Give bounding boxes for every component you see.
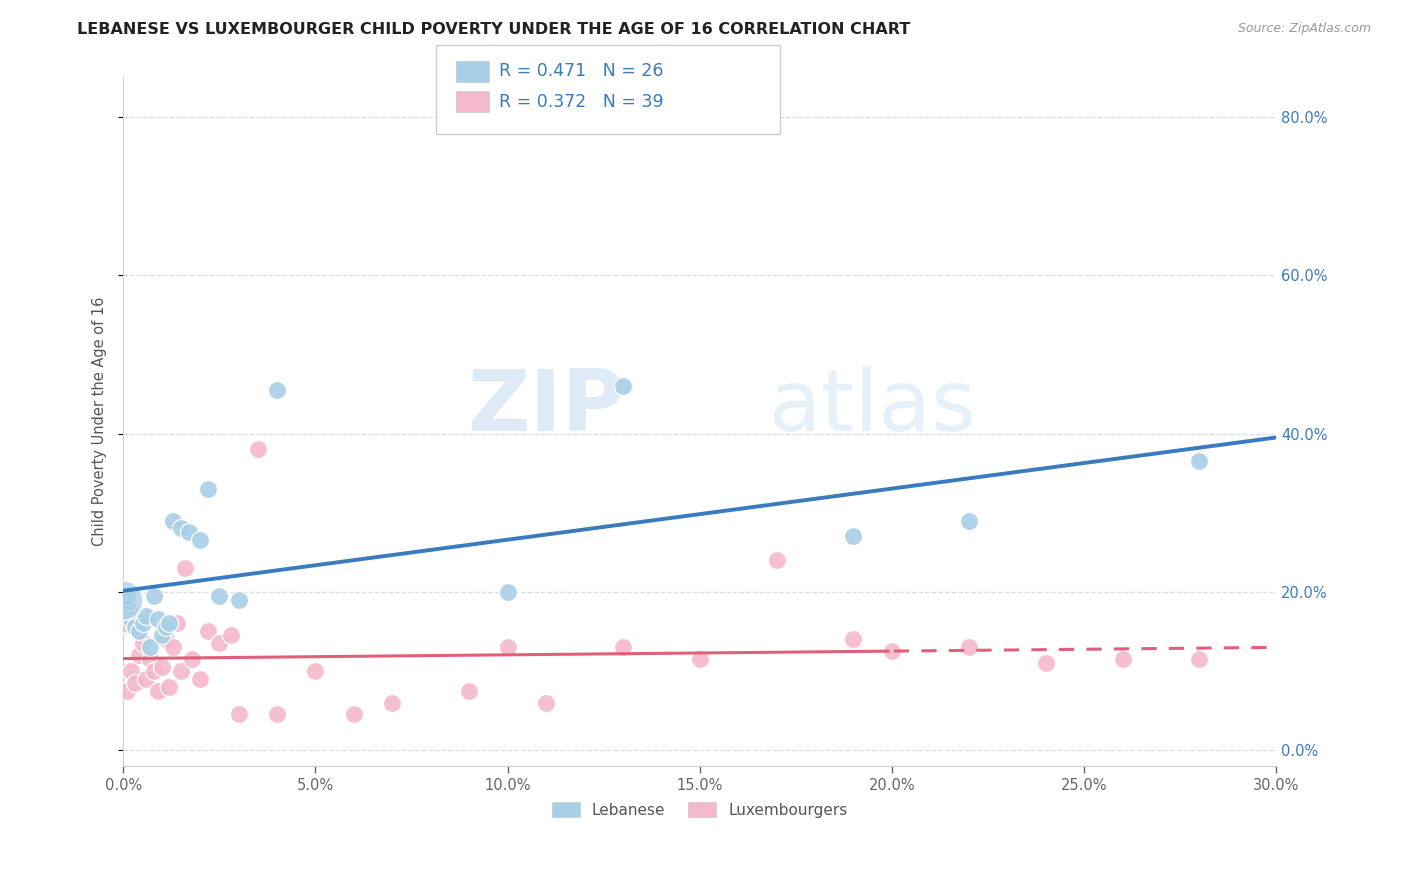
Point	[170, 521, 193, 535]
Text: ZIP: ZIP	[467, 367, 624, 450]
Point	[115, 589, 138, 603]
Point	[120, 612, 142, 626]
Point	[177, 525, 200, 540]
Point	[842, 632, 865, 647]
Point	[128, 624, 150, 639]
Point	[115, 683, 138, 698]
Point	[162, 514, 184, 528]
Point	[343, 707, 366, 722]
Point	[157, 680, 180, 694]
Text: Source: ZipAtlas.com: Source: ZipAtlas.com	[1237, 22, 1371, 36]
Point	[157, 616, 180, 631]
Point	[689, 652, 711, 666]
Point	[246, 442, 269, 457]
Point	[155, 620, 177, 634]
Point	[208, 636, 231, 650]
Point	[1188, 652, 1211, 666]
Point	[128, 648, 150, 662]
Point	[173, 561, 195, 575]
Point	[304, 664, 326, 678]
Point	[219, 628, 242, 642]
Point	[143, 589, 166, 603]
Point	[112, 608, 135, 623]
Point	[150, 628, 173, 642]
Point	[181, 652, 204, 666]
Point	[139, 640, 162, 655]
Point	[1111, 652, 1133, 666]
Point	[266, 383, 288, 397]
Text: LEBANESE VS LUXEMBOURGER CHILD POVERTY UNDER THE AGE OF 16 CORRELATION CHART: LEBANESE VS LUXEMBOURGER CHILD POVERTY U…	[77, 22, 911, 37]
Point	[612, 640, 634, 655]
Point	[146, 683, 169, 698]
Point	[496, 640, 519, 655]
Point	[155, 632, 177, 647]
Point	[131, 636, 153, 650]
Point	[112, 592, 135, 607]
Point	[135, 672, 157, 686]
Point	[228, 707, 250, 722]
Point	[124, 675, 146, 690]
Point	[208, 589, 231, 603]
Point	[266, 707, 288, 722]
Point	[612, 379, 634, 393]
Point	[188, 533, 211, 548]
Point	[197, 482, 219, 496]
Point	[135, 608, 157, 623]
Point	[166, 616, 188, 631]
Point	[765, 553, 787, 567]
Point	[188, 672, 211, 686]
Point	[496, 584, 519, 599]
Point	[120, 664, 142, 678]
Point	[146, 612, 169, 626]
Point	[381, 696, 404, 710]
Point	[197, 624, 219, 639]
Point	[143, 664, 166, 678]
Point	[139, 652, 162, 666]
Point	[880, 644, 903, 658]
Text: atlas: atlas	[769, 367, 977, 450]
Point	[1188, 454, 1211, 468]
Point	[162, 640, 184, 655]
Point	[1035, 656, 1057, 670]
Text: R = 0.471   N = 26: R = 0.471 N = 26	[499, 62, 664, 80]
Point	[115, 597, 138, 611]
Point	[957, 640, 980, 655]
Point	[534, 696, 557, 710]
Point	[458, 683, 481, 698]
Y-axis label: Child Poverty Under the Age of 16: Child Poverty Under the Age of 16	[93, 297, 107, 546]
Point	[150, 660, 173, 674]
Point	[131, 616, 153, 631]
Point	[124, 620, 146, 634]
Legend: Lebanese, Luxembourgers: Lebanese, Luxembourgers	[546, 796, 853, 823]
Text: R = 0.372   N = 39: R = 0.372 N = 39	[499, 93, 664, 111]
Point	[170, 664, 193, 678]
Point	[957, 514, 980, 528]
Point	[228, 592, 250, 607]
Point	[842, 529, 865, 543]
